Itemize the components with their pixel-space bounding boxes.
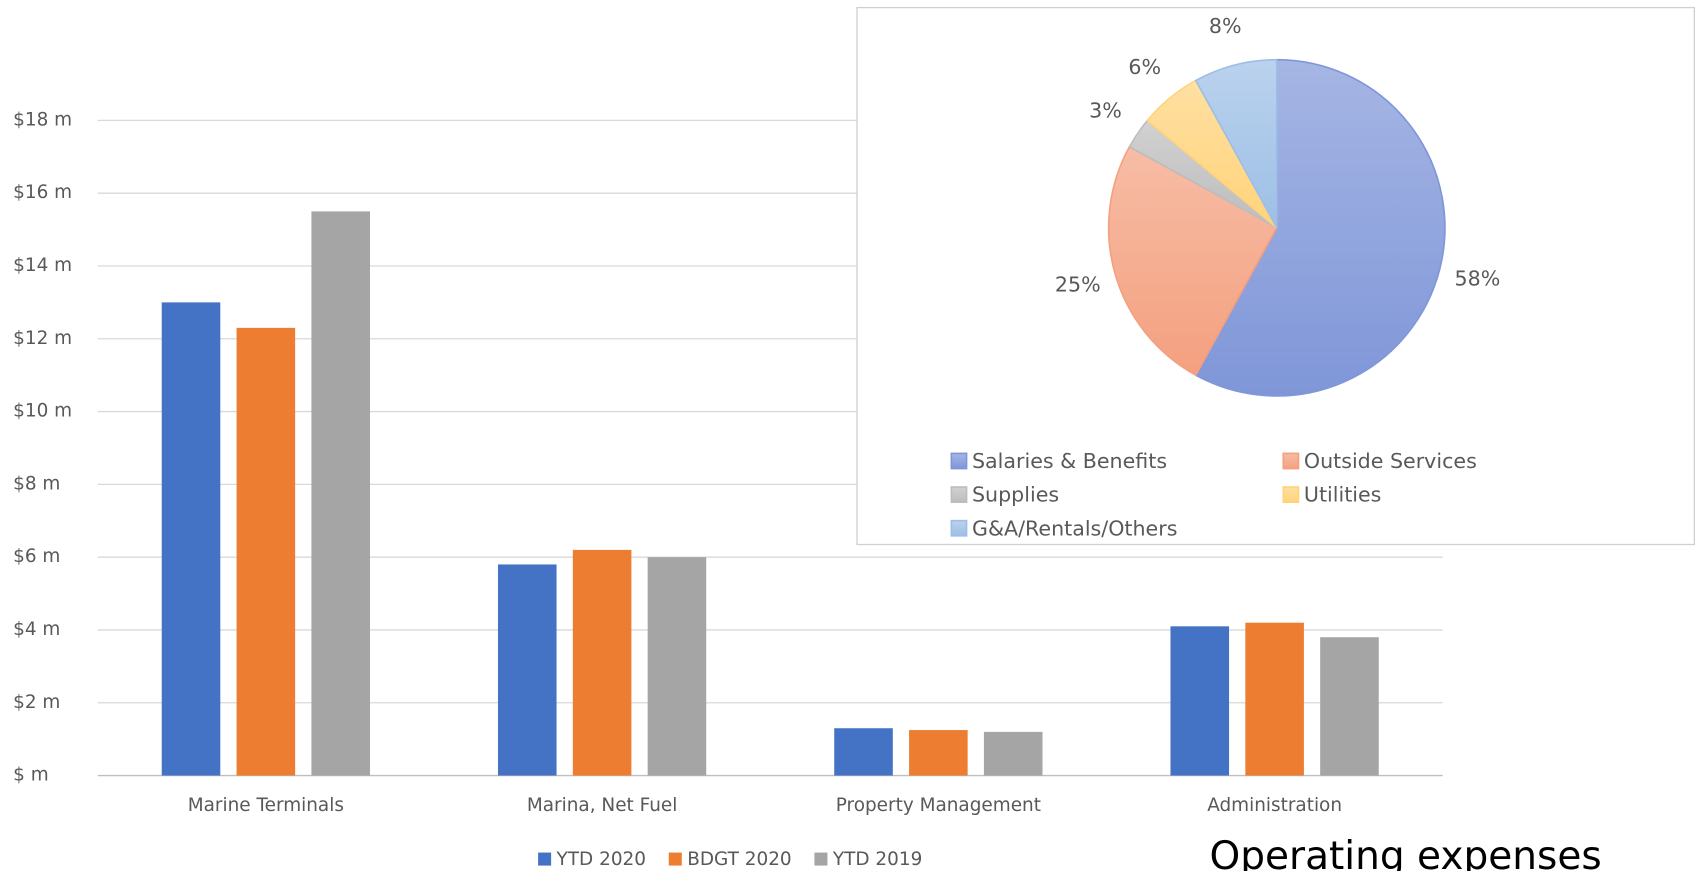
x-tick-label: Marina, Net Fuel: [527, 795, 677, 816]
y-tick-label: $4 m: [13, 619, 60, 640]
legend-swatch: [538, 852, 552, 866]
bar: [161, 302, 221, 776]
legend-swatch: [814, 852, 828, 866]
bar: [983, 731, 1043, 776]
legend-label: YTD 2019: [832, 849, 922, 870]
y-tick-label: $14 m: [13, 255, 72, 276]
pie-slice: [1194, 58, 1446, 397]
x-tick-label: Administration: [1207, 795, 1342, 816]
y-tick-label: $18 m: [13, 109, 72, 130]
bar: [572, 549, 632, 776]
legend-swatch: [1282, 452, 1300, 470]
bar-chart: $ m $2 m $4 m $6 m $8 m $10 m $12 m $14 m $16 m $…: [13, 109, 1443, 870]
legend-label: Utilities: [1304, 483, 1382, 507]
bar: [647, 557, 707, 776]
legend-label: G&A/Rentals/Others: [972, 516, 1177, 540]
legend-label: Supplies: [972, 483, 1059, 507]
pie-slice: [1107, 145, 1278, 376]
pie-slice: [1194, 58, 1278, 229]
legend-swatch: [1282, 486, 1300, 504]
legend-label: BDGT 2020: [687, 849, 791, 870]
legend-swatch: [950, 519, 968, 537]
legend-label: Salaries & Benefits: [972, 449, 1167, 473]
x-tick-label: Property Management: [836, 795, 1041, 816]
y-tick-label: $10 m: [13, 401, 72, 422]
bar: [236, 327, 296, 776]
bar: [311, 211, 370, 776]
data-label: 6%: [1128, 55, 1161, 79]
y-tick-label: $12 m: [13, 328, 72, 349]
y-tick-label: $6 m: [13, 546, 60, 567]
bar: [497, 564, 557, 776]
y-tick-label: $8 m: [13, 473, 60, 494]
legend-swatch: [950, 452, 968, 470]
bar: [1320, 637, 1379, 776]
data-label: 58%: [1455, 266, 1501, 290]
bar: [909, 730, 968, 776]
x-tick-label: Marine Terminals: [188, 795, 344, 816]
y-tick-label: $2 m: [13, 692, 60, 713]
legend-label: YTD 2020: [556, 849, 646, 870]
y-tick-label: $16 m: [13, 182, 72, 203]
pie-chart: 58% Salaries & Benefits 25% Outside Service…: [950, 14, 1501, 540]
y-tick-label: $ m: [13, 765, 49, 786]
data-label: 25%: [1055, 273, 1101, 297]
data-label: 8%: [1209, 14, 1242, 38]
legend-label: Outside Services: [1304, 449, 1477, 473]
data-label: 3%: [1089, 98, 1122, 122]
legend-swatch: [950, 486, 968, 504]
bar: [834, 728, 893, 776]
legend-swatch: [668, 852, 682, 866]
bar: [1170, 626, 1230, 776]
bar: [1245, 622, 1304, 776]
caption: Operating expenses: [1210, 834, 1602, 871]
